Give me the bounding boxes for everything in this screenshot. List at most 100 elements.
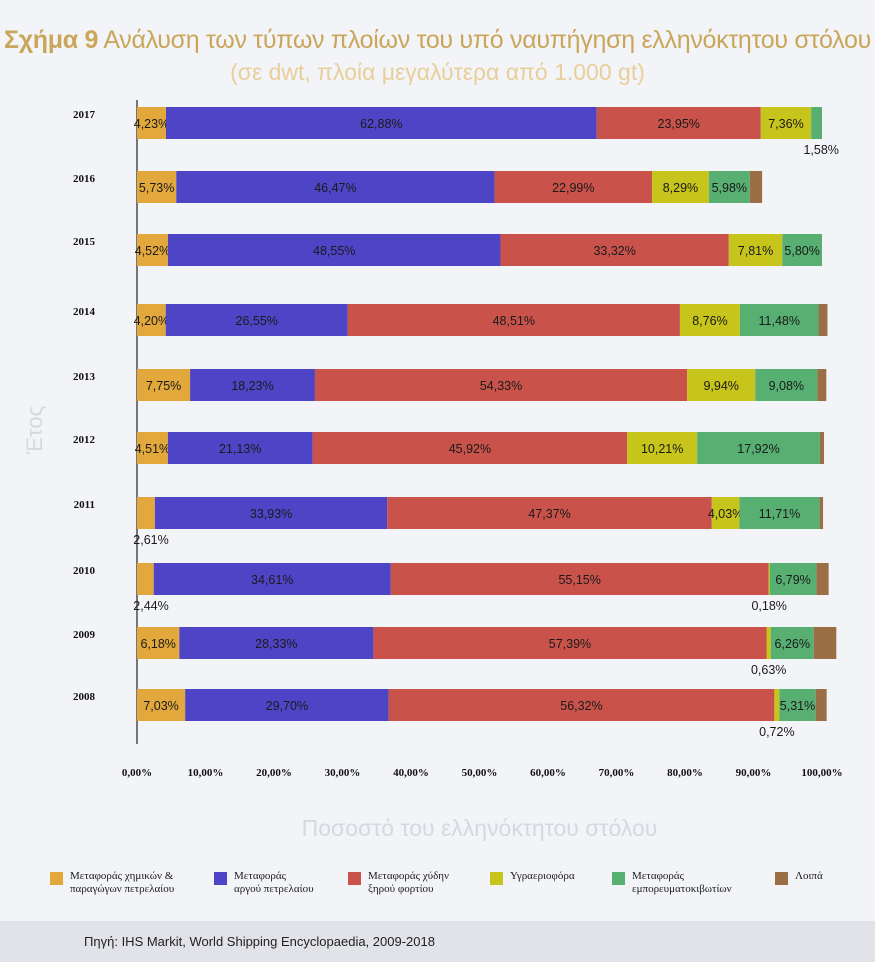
data-label-2013-crude: 18,23%	[231, 379, 273, 393]
x-tick-9: 90,00%	[736, 767, 772, 779]
data-label-2014-lpg: 8,76%	[692, 314, 727, 328]
bar-2016-crude	[176, 171, 495, 203]
legend-swatch-chemical	[50, 872, 63, 885]
year-label-2011: 2011	[74, 499, 95, 511]
bar-2014-crude	[165, 304, 348, 336]
bar-2009-dry_bulk	[373, 627, 767, 659]
data-label-2009-container: 6,26%	[775, 637, 810, 651]
legend-swatch-lpg	[490, 872, 503, 885]
source-footer: Πηγή: IHS Markit, World Shipping Encyclo…	[0, 921, 875, 962]
bar-2012-other	[819, 432, 824, 464]
bar-2009-container	[770, 627, 814, 659]
data-label-2017-chemical: 4,23%	[134, 117, 169, 131]
legend-item-container: Μεταφοράς εμπορευματοκιβωτίων	[612, 870, 732, 896]
data-label-2017-crude: 62,88%	[360, 117, 402, 131]
chart-legend: Μεταφοράς χημικών & παραγώγων πετρελαίου…	[0, 870, 875, 920]
bar-2009-other	[813, 627, 837, 659]
stacked-bar-chart: 2017 4,23% 62,88% 23,95% 7,36%1,58% 2016 5,73%…	[22, 100, 843, 841]
chart-title-text: Ανάλυση των τύπων πλοίων του υπό ναυπήγη…	[98, 26, 871, 54]
data-label-2017-dry_bulk: 23,95%	[658, 117, 700, 131]
bar-2013-other	[817, 369, 827, 401]
data-label-2012-container: 17,92%	[737, 442, 779, 456]
legend-label-lpg: Υγραεριοφόρα	[510, 870, 575, 882]
bar-2015-crude	[167, 234, 501, 266]
data-label-2015-lpg: 7,81%	[738, 244, 773, 258]
bar-2013-crude	[190, 369, 315, 401]
x-tick-2: 20,00%	[256, 767, 292, 779]
data-label-2015-crude: 48,55%	[313, 244, 355, 258]
legend-swatch-other	[775, 872, 788, 885]
legend-item-crude: Μεταφοράς αργού πετρελαίου	[214, 870, 314, 896]
data-label-2016-lpg: 8,29%	[663, 181, 698, 195]
data-label-2008-chemical: 7,03%	[143, 699, 178, 713]
bar-2017-container	[811, 107, 822, 139]
bar-2014-container	[739, 304, 819, 336]
data-label-2014-container: 11,48%	[759, 314, 800, 328]
bar-2016-container	[708, 171, 750, 203]
bar-2016-other	[749, 171, 763, 203]
data-label-2012-dry_bulk: 45,92%	[449, 442, 491, 456]
bar-2011-container	[739, 497, 820, 529]
legend-label-other: Λοιπά	[795, 870, 823, 882]
bar-2010-dry_bulk	[390, 563, 769, 595]
bar-2011-dry_bulk	[387, 497, 712, 529]
bar-2016-dry_bulk	[494, 171, 653, 203]
data-label-2009-crude: 28,33%	[255, 637, 297, 651]
x-axis-title: Ποσοστό του ελληνόκτητου στόλου	[302, 815, 658, 841]
year-label-2012: 2012	[73, 434, 96, 446]
data-label-2010-chemical: 2,44%	[133, 599, 168, 613]
data-label-2012-crude: 21,13%	[219, 442, 261, 456]
source-text: Πηγή: IHS Markit, World Shipping Encyclo…	[84, 934, 435, 949]
data-label-2013-lpg: 9,94%	[703, 379, 738, 393]
data-label-2013-container: 9,08%	[769, 379, 804, 393]
year-label-2015: 2015	[73, 236, 96, 248]
data-label-2010-crude: 34,61%	[251, 573, 293, 587]
data-label-2008-lpg: 0,72%	[759, 725, 794, 739]
data-label-2009-lpg: 0,63%	[751, 663, 786, 677]
year-label-2017: 2017	[73, 109, 96, 121]
data-label-2017-container: 1,58%	[803, 143, 838, 157]
x-tick-7: 70,00%	[599, 767, 635, 779]
data-label-2013-dry_bulk: 54,33%	[480, 379, 522, 393]
bar-2011-chemical	[137, 497, 155, 529]
data-label-2012-chemical: 4,51%	[135, 442, 170, 456]
bar-2008-container	[779, 689, 816, 721]
legend-item-dry_bulk: Μεταφοράς χύδην ξηρού φορτίου	[348, 870, 449, 896]
bar-2017-crude	[165, 107, 597, 139]
legend-swatch-crude	[214, 872, 227, 885]
legend-item-chemical: Μεταφοράς χημικών & παραγώγων πετρελαίου	[50, 870, 174, 896]
bar-2009-crude	[179, 627, 374, 659]
bar-2015-dry_bulk	[500, 234, 729, 266]
bar-2012-chemical	[137, 432, 168, 464]
bar-2013-dry_bulk	[314, 369, 688, 401]
data-label-2010-container: 6,79%	[775, 573, 810, 587]
legend-swatch-dry_bulk	[348, 872, 361, 885]
bar-2008-chemical	[137, 689, 186, 721]
year-label-2009: 2009	[73, 629, 96, 641]
legend-label-container: Μεταφοράς εμπορευματοκιβωτίων	[632, 870, 732, 895]
data-label-2014-chemical: 4,20%	[134, 314, 169, 328]
x-tick-8: 80,00%	[667, 767, 703, 779]
bar-2010-other	[816, 563, 829, 595]
chart-title-number: Σχήμα 9	[4, 26, 99, 54]
data-label-2016-dry_bulk: 22,99%	[552, 181, 594, 195]
bar-2012-dry_bulk	[312, 432, 628, 464]
data-label-2008-crude: 29,70%	[266, 699, 308, 713]
year-label-2010: 2010	[73, 565, 96, 577]
bar-2008-other	[815, 689, 827, 721]
bar-2015-container	[782, 234, 822, 266]
bar-2010-lpg	[768, 563, 770, 595]
bar-2013-chemical	[137, 369, 191, 401]
data-label-2008-dry_bulk: 56,32%	[560, 699, 602, 713]
bar-2014-lpg	[679, 304, 740, 336]
data-label-2009-chemical: 6,18%	[140, 637, 175, 651]
bar-2017-chemical	[137, 107, 166, 139]
bar-2010-chemical	[137, 563, 154, 595]
year-label-2014: 2014	[73, 306, 96, 318]
data-label-2016-crude: 46,47%	[314, 181, 356, 195]
data-label-2009-dry_bulk: 57,39%	[549, 637, 591, 651]
bar-2015-lpg	[728, 234, 783, 266]
x-tick-4: 40,00%	[393, 767, 429, 779]
bar-2010-container	[769, 563, 817, 595]
bar-2013-lpg	[687, 369, 756, 401]
